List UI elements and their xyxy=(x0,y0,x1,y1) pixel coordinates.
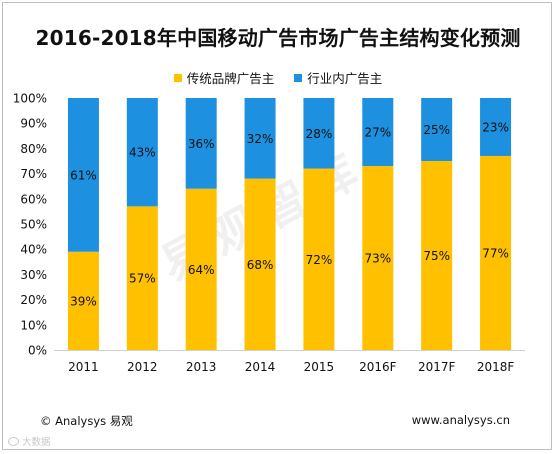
bar-segment-traditional xyxy=(303,168,335,350)
legend-label-industry: 行业内广告主 xyxy=(307,71,383,86)
bar-segment-traditional xyxy=(480,155,512,350)
x-tick-label: 2016F xyxy=(359,360,397,374)
y-tick-label: 50% xyxy=(20,218,47,232)
bar-data-label: 72% xyxy=(306,253,333,267)
bar-segment-industry xyxy=(185,98,217,189)
bar-segment-industry xyxy=(303,98,335,169)
bar-segment-industry xyxy=(244,98,276,179)
y-tick-label: 70% xyxy=(20,167,47,181)
y-tick-label: 30% xyxy=(20,268,47,282)
bar-data-label: 39% xyxy=(70,294,97,308)
x-tick-label: 2012 xyxy=(127,360,158,374)
bar-data-label: 61% xyxy=(70,168,97,182)
bar-data-label: 23% xyxy=(482,120,509,134)
bar-data-label: 27% xyxy=(364,126,391,140)
bar-segment-industry xyxy=(362,98,394,167)
bar-data-label: 64% xyxy=(188,263,215,277)
bar-segment-traditional xyxy=(421,161,453,350)
bar-segment-traditional xyxy=(185,188,217,350)
y-tick-label: 40% xyxy=(20,243,47,257)
legend-label-traditional: 传统品牌广告主 xyxy=(186,71,275,86)
bar-data-label: 36% xyxy=(188,137,215,151)
y-tick-label: 10% xyxy=(20,318,47,332)
x-tick-label: 2014 xyxy=(245,360,276,374)
y-tick-label: 60% xyxy=(20,192,47,206)
y-tick-label: 80% xyxy=(20,142,47,156)
bar-data-label: 57% xyxy=(129,272,156,286)
x-tick-label: 2018F xyxy=(477,360,515,374)
y-tick-label: 20% xyxy=(20,293,47,307)
bar-segment-industry xyxy=(480,98,512,156)
legend-item-traditional: 传统品牌广告主 xyxy=(173,68,275,87)
bar-data-label: 75% xyxy=(423,249,450,263)
legend-swatch-industry xyxy=(294,73,303,82)
source-url: www.analysys.cn xyxy=(411,413,510,427)
bar-data-label: 43% xyxy=(129,146,156,160)
bottom-watermark-text: 大数据 xyxy=(22,437,51,448)
bar-data-label: 77% xyxy=(482,246,509,260)
x-tick-label: 2017F xyxy=(418,360,456,374)
bar-segment-industry xyxy=(421,98,453,161)
legend-item-industry: 行业内广告主 xyxy=(294,68,382,87)
bar-segment-traditional xyxy=(244,178,276,350)
bar-segment-traditional xyxy=(362,166,394,350)
bar-segment-traditional xyxy=(67,251,99,350)
weibo-icon xyxy=(8,436,19,446)
y-tick-label: 0% xyxy=(28,344,47,358)
y-tick-label: 90% xyxy=(20,117,47,131)
legend-swatch-traditional xyxy=(173,73,182,82)
bar-segment-traditional xyxy=(126,206,158,350)
x-tick-label: 2015 xyxy=(304,360,335,374)
bar-data-label: 73% xyxy=(364,252,391,266)
source-credit: © Analysys 易观 xyxy=(40,414,133,428)
bar-data-label: 32% xyxy=(247,132,274,146)
bottom-watermark: 大数据 xyxy=(8,434,51,448)
bar-segment-industry xyxy=(126,98,158,207)
chart-legend: 传统品牌广告主 行业内广告主 xyxy=(0,68,556,87)
y-tick-label: 100% xyxy=(13,92,47,106)
x-tick-label: 2013 xyxy=(186,360,217,374)
bar-data-label: 28% xyxy=(306,127,333,141)
bar-segment-industry xyxy=(67,98,99,252)
bar-data-label: 25% xyxy=(423,123,450,137)
bar-data-label: 68% xyxy=(247,258,274,272)
chart-title: 2016-2018年中国移动广告市场广告主结构变化预测 xyxy=(35,26,521,50)
x-tick-label: 2011 xyxy=(68,360,99,374)
